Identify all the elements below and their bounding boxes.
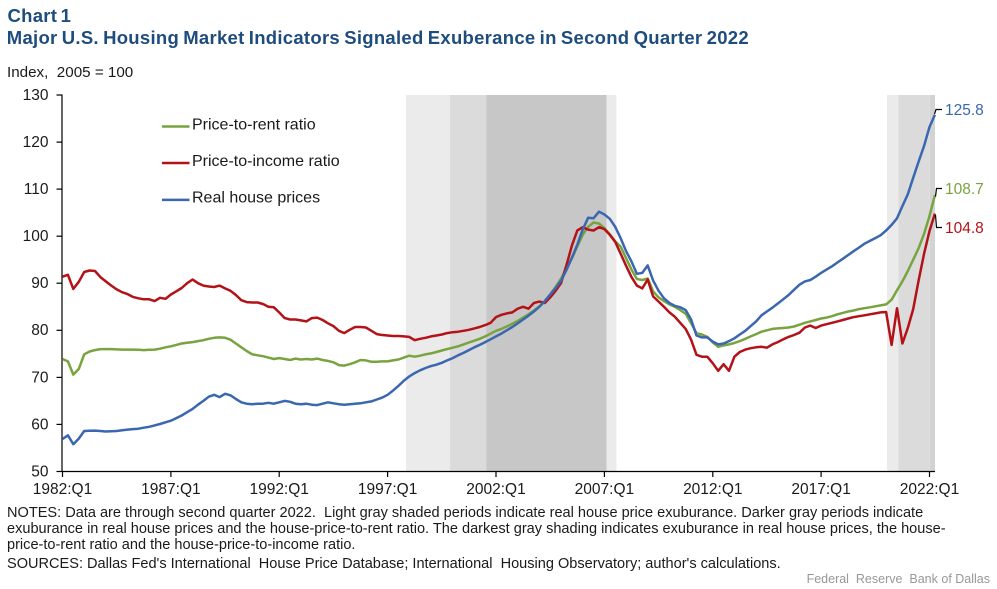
svg-text:104.8: 104.8 bbox=[945, 220, 984, 237]
svg-text:110: 110 bbox=[24, 181, 49, 198]
svg-text:1997:Q1: 1997:Q1 bbox=[358, 481, 417, 498]
svg-text:Price-to-rent ratio: Price-to-rent ratio bbox=[192, 116, 316, 133]
svg-text:130: 130 bbox=[23, 87, 49, 104]
svg-text:Real house prices: Real house prices bbox=[192, 190, 320, 207]
svg-text:90: 90 bbox=[31, 275, 49, 292]
svg-text:2012:Q1: 2012:Q1 bbox=[683, 481, 742, 498]
svg-text:70: 70 bbox=[31, 369, 49, 386]
svg-text:108.7: 108.7 bbox=[945, 181, 984, 198]
svg-text:1982:Q1: 1982:Q1 bbox=[33, 481, 92, 498]
svg-text:125.8: 125.8 bbox=[945, 102, 984, 119]
svg-text:Price-to-income ratio: Price-to-income ratio bbox=[192, 153, 340, 170]
svg-text:2017:Q1: 2017:Q1 bbox=[791, 481, 850, 498]
svg-text:120: 120 bbox=[23, 134, 49, 151]
svg-text:100: 100 bbox=[23, 228, 49, 245]
svg-text:2007:Q1: 2007:Q1 bbox=[575, 481, 634, 498]
svg-text:2022:Q1: 2022:Q1 bbox=[900, 481, 959, 498]
svg-text:1987:Q1: 1987:Q1 bbox=[141, 481, 200, 498]
svg-text:80: 80 bbox=[31, 322, 49, 339]
svg-text:2002:Q1: 2002:Q1 bbox=[466, 481, 525, 498]
svg-text:60: 60 bbox=[31, 416, 49, 433]
svg-text:1992:Q1: 1992:Q1 bbox=[249, 481, 308, 498]
svg-text:50: 50 bbox=[31, 463, 49, 480]
